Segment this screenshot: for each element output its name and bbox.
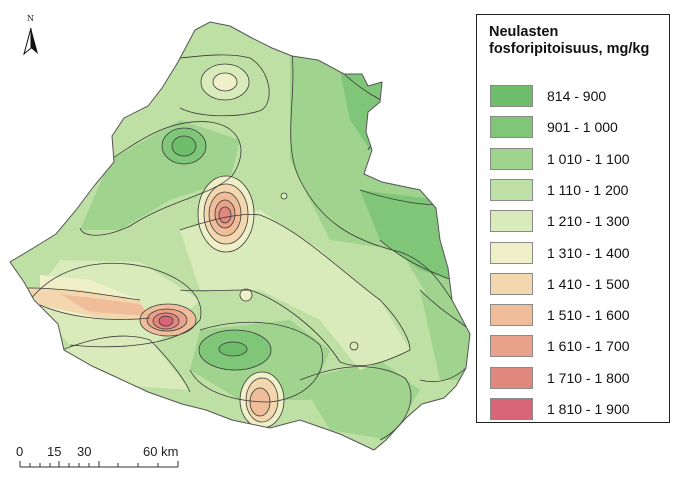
- contour-lines: [27, 39, 470, 441]
- north-letter: N: [27, 14, 34, 23]
- legend-item: 1 710 - 1 800: [490, 366, 665, 392]
- region-boundary: [9, 21, 471, 451]
- legend-swatch: [490, 398, 533, 420]
- legend-swatch: [490, 304, 533, 327]
- legend-title: Neulasten fosforipitoisuus, mg/kg: [489, 24, 669, 58]
- legend-swatch: [490, 116, 533, 139]
- legend-title-line1: Neulasten: [489, 24, 559, 40]
- legend-swatch: [490, 85, 533, 107]
- legend-item: 1 610 - 1 700: [490, 335, 665, 360]
- legend-item: 1 110 - 1 200: [490, 178, 665, 204]
- legend-swatch: [490, 335, 533, 358]
- legend-item: 1 310 - 1 400: [490, 241, 665, 267]
- legend-item: 1 810 - 1 900: [490, 398, 665, 423]
- legend-label: 1 710 - 1 800: [547, 369, 630, 386]
- legend-label: 814 - 900: [547, 88, 607, 104]
- legend-label: 1 210 - 1 300: [547, 213, 630, 230]
- legend-label: 1 410 - 1 500: [547, 275, 630, 292]
- legend-swatch: [490, 147, 533, 170]
- interpolated-surface: [10, 22, 470, 450]
- legend-label: 1 310 - 1 400: [547, 244, 630, 261]
- scale-bar: [19, 461, 179, 468]
- legend-label: 901 - 1 000: [547, 119, 618, 136]
- legend-swatch: [490, 241, 533, 264]
- north-arrow: N: [20, 14, 42, 60]
- legend-item: 1 410 - 1 500: [490, 272, 665, 298]
- legend-swatch: [490, 366, 533, 389]
- legend-item: 901 - 1 000: [490, 116, 665, 141]
- legend-title-line2: fosforipitoisuus, mg/kg: [489, 41, 650, 57]
- legend-label: 1 610 - 1 700: [547, 338, 630, 355]
- legend-swatch: [490, 272, 533, 295]
- legend-label: 1 510 - 1 600: [547, 307, 630, 324]
- legend-item: 814 - 900: [490, 85, 665, 110]
- scale-label-60km: 60 km: [143, 444, 179, 459]
- legend-label: 1 110 - 1 200: [547, 181, 629, 198]
- scale-label-0: 0: [16, 444, 24, 459]
- legend-label: 1 010 - 1 100: [547, 150, 630, 167]
- north-arrow-icon: [23, 27, 38, 56]
- scale-label-30: 30: [77, 444, 92, 459]
- legend-swatch: [490, 178, 533, 201]
- legend-label: 1 810 - 1 900: [547, 401, 630, 417]
- scale-label-15: 15: [47, 444, 62, 459]
- legend-item: 1 010 - 1 100: [490, 147, 665, 173]
- legend: Neulasten fosforipitoisuus, mg/kg 814 - …: [476, 14, 670, 423]
- legend-item: 1 510 - 1 600: [490, 304, 665, 329]
- legend-swatch: [490, 210, 533, 233]
- legend-item: 1 210 - 1 300: [490, 210, 665, 235]
